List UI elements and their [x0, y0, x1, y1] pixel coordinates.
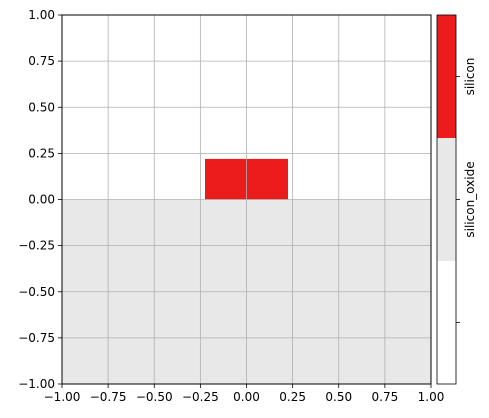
x-tick-label: 0.75	[372, 390, 399, 404]
x-tick-label: −0.25	[182, 390, 219, 404]
x-tick-label: 0.50	[325, 390, 352, 404]
y-tick-label: −0.25	[18, 239, 55, 253]
y-tick-label: 0.00	[28, 193, 55, 207]
y-tick-label: 0.75	[28, 54, 55, 68]
x-tick-label: 0.25	[279, 390, 306, 404]
y-tick-label: 1.00	[28, 8, 55, 22]
y-tick-label: −0.75	[18, 331, 55, 345]
colorbar-frame	[436, 14, 457, 385]
y-tick-label: −0.50	[18, 285, 55, 299]
x-tick-label: −1.00	[44, 390, 81, 404]
x-tick-label: −0.75	[90, 390, 127, 404]
y-tick-label: 0.25	[28, 146, 55, 160]
colorbar-label: silicon	[463, 58, 477, 96]
colorbar-segment	[437, 15, 456, 138]
y-tick-label: −1.00	[18, 377, 55, 391]
y-tick-label: 0.50	[28, 100, 55, 114]
y-axis: −1.00 −0.75 −0.50 −0.25 0.00 0.25 0.50 0.75 1.00	[18, 8, 62, 391]
colorbar-segment	[437, 261, 456, 384]
x-axis: −1.00 −0.75 −0.50 −0.25 0.00 0.25 0.50 0.75 1.00	[44, 384, 445, 404]
colorbar: silicon_oxide silicon	[436, 14, 477, 385]
colorbar-label: silicon_oxide	[463, 161, 477, 237]
x-tick-label: −0.50	[136, 390, 173, 404]
x-tick-label: 0.00	[233, 390, 260, 404]
x-tick-label: 1.00	[418, 390, 445, 404]
colorbar-segment	[437, 138, 456, 261]
plot-area	[61, 14, 432, 385]
